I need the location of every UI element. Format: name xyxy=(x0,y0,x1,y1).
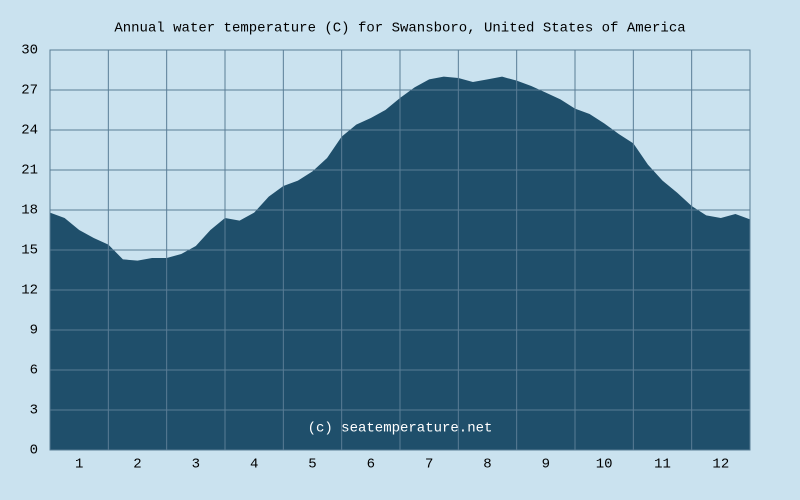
watermark: (c) seatemperature.net xyxy=(308,421,493,437)
y-tick-label: 30 xyxy=(21,43,38,59)
y-tick-label: 3 xyxy=(30,403,38,419)
x-tick-label: 3 xyxy=(192,457,200,473)
y-tick-label: 24 xyxy=(21,123,38,139)
x-tick-label: 4 xyxy=(250,457,258,473)
y-tick-label: 18 xyxy=(21,203,38,219)
y-tick-label: 6 xyxy=(30,363,38,379)
x-tick-label: 6 xyxy=(367,457,375,473)
plot-border xyxy=(49,49,751,451)
x-tick-label: 1 xyxy=(75,457,83,473)
x-tick-label: 9 xyxy=(542,457,550,473)
y-tick-label: 0 xyxy=(30,443,38,459)
x-tick-label: 8 xyxy=(483,457,491,473)
y-tick-label: 12 xyxy=(21,283,38,299)
y-tick-label: 27 xyxy=(21,83,38,99)
x-tick-label: 11 xyxy=(654,457,671,473)
y-tick-label: 9 xyxy=(30,323,38,339)
x-tick-label: 5 xyxy=(308,457,316,473)
x-tick-label: 12 xyxy=(712,457,729,473)
x-tick-label: 7 xyxy=(425,457,433,473)
x-tick-label: 2 xyxy=(133,457,141,473)
y-tick-label: 15 xyxy=(21,243,38,259)
y-tick-label: 21 xyxy=(21,163,38,179)
chart-title: Annual water temperature (C) for Swansbo… xyxy=(114,21,685,37)
x-tick-label: 10 xyxy=(596,457,613,473)
